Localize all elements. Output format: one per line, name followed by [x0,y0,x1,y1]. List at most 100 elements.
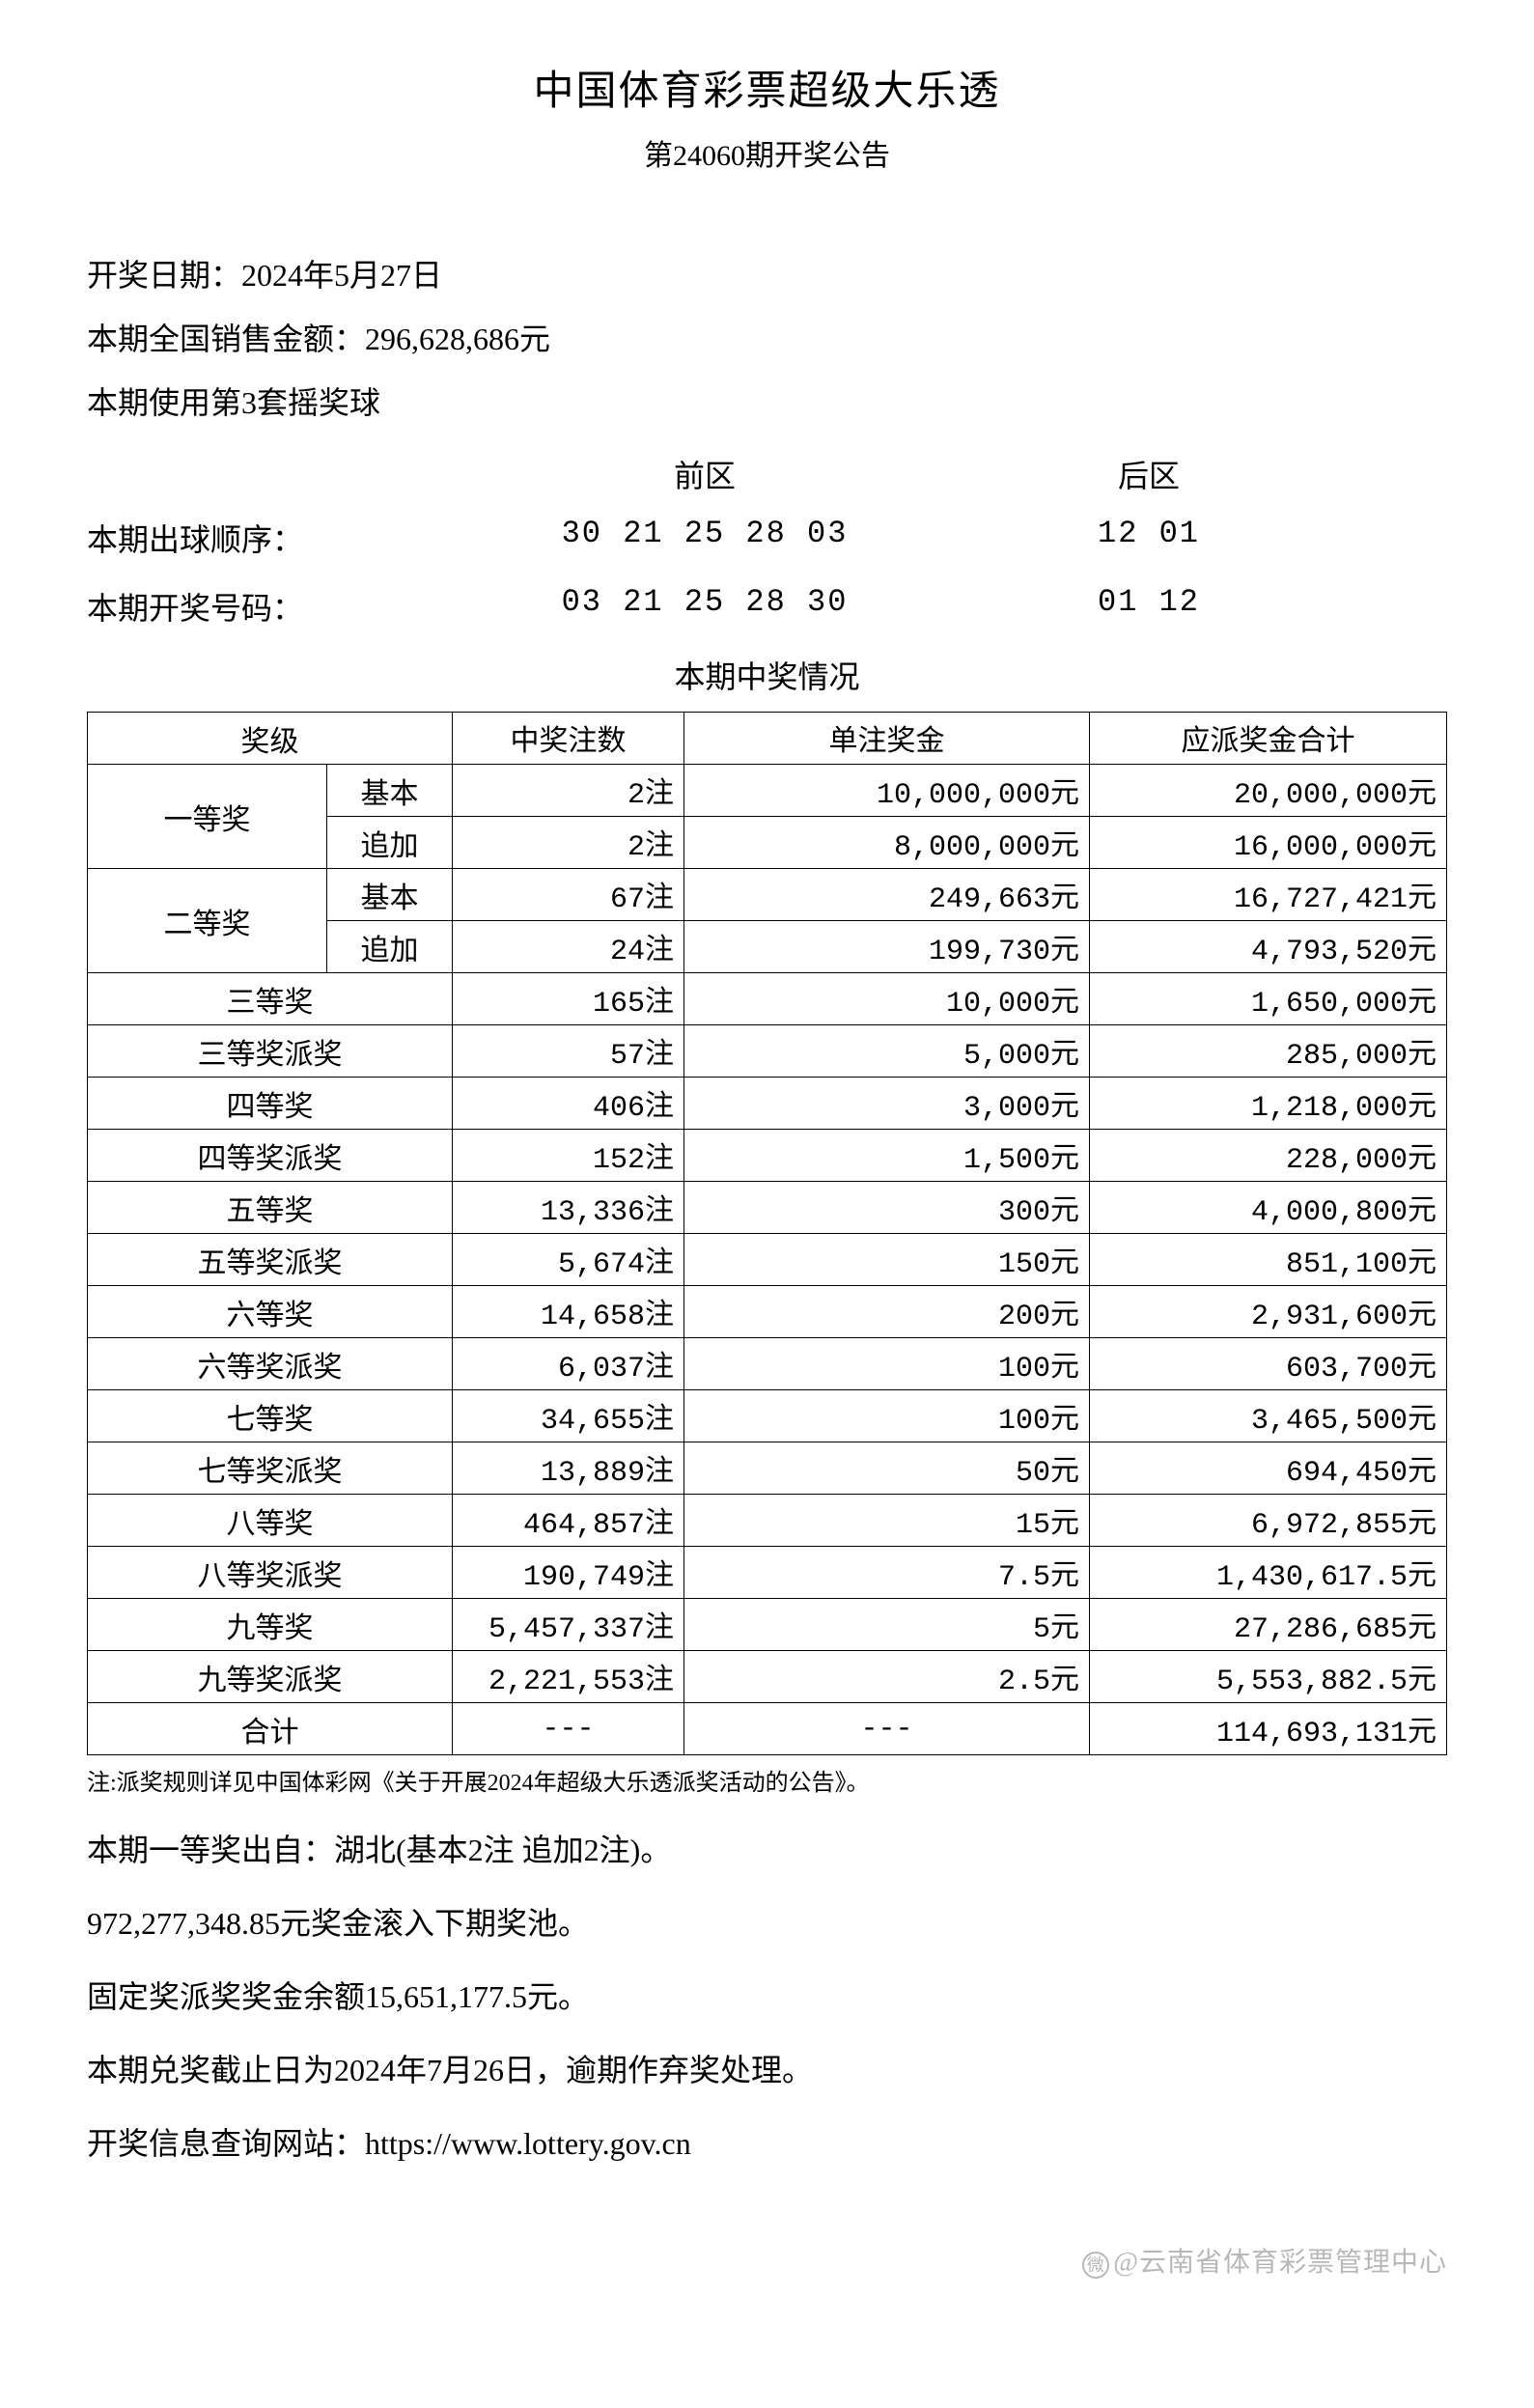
header-amount: 单注奖金 [684,713,1090,765]
total-count: --- [453,1703,684,1755]
prize-total: 3,465,500元 [1090,1390,1447,1442]
table-row: 四等奖派奖152注1,500元228,000元 [88,1130,1447,1182]
winning-front: 03 21 25 28 30 [434,584,975,629]
second-basic-label: 基本 [327,869,453,921]
prize-amount: 150元 [684,1234,1090,1286]
footnote: 注:派奖规则详见中国体彩网《关于开展2024年超级大乐透派奖活动的公告》。 [87,1763,1447,1797]
prize-amount: 2.5元 [684,1651,1090,1703]
document-subtitle: 第24060期开奖公告 [87,131,1447,174]
prize-total: 4,000,800元 [1090,1182,1447,1234]
prize-total: 1,650,000元 [1090,973,1447,1025]
prize-count: 5,457,337注 [453,1599,684,1651]
front-zone-label: 前区 [434,452,975,496]
prize-level-label: 四等奖派奖 [88,1130,453,1182]
prize-count: 406注 [453,1078,684,1130]
table-header-row: 奖级 中奖注数 单注奖金 应派奖金合计 [88,713,1447,765]
prize-total: 1,218,000元 [1090,1078,1447,1130]
table-row: 四等奖406注3,000元1,218,000元 [88,1078,1447,1130]
ball-set: 本期使用第3套摇奖球 [87,378,1447,423]
prize-count: 2,221,553注 [453,1651,684,1703]
table-row: 三等奖派奖57注5,000元285,000元 [88,1025,1447,1078]
winning-back: 01 12 [975,584,1323,629]
post-info: 本期一等奖出自：湖北(基本2注 追加2注)。 972,277,348.85元奖金… [87,1826,1447,2164]
prize-total: 851,100元 [1090,1234,1447,1286]
table-total-row: 合计 --- --- 114,693,131元 [88,1703,1447,1755]
second-basic-count: 67注 [453,869,684,921]
prize-total: 603,700元 [1090,1338,1447,1390]
prize-level-label: 五等奖 [88,1182,453,1234]
prize-level-label: 五等奖派奖 [88,1234,453,1286]
draw-order-front: 30 21 25 28 03 [434,516,975,560]
prize-count: 13,336注 [453,1182,684,1234]
prize-amount: 100元 [684,1390,1090,1442]
post-p2: 972,277,348.85元奖金滚入下期奖池。 [87,1899,1447,1944]
table-row: 九等奖5,457,337注5元27,286,685元 [88,1599,1447,1651]
weibo-icon: 微 [1082,2252,1109,2279]
prize-total: 27,286,685元 [1090,1599,1447,1651]
table-row: 九等奖派奖2,221,553注2.5元5,553,882.5元 [88,1651,1447,1703]
prize-level-label: 七等奖派奖 [88,1442,453,1495]
prize-level-label: 六等奖 [88,1286,453,1338]
first-extra-total: 16,000,000元 [1090,817,1447,869]
second-extra-count: 24注 [453,921,684,973]
first-prize-label: 一等奖 [88,765,327,869]
table-row: 六等奖14,658注200元2,931,600元 [88,1286,1447,1338]
prize-amount: 1,500元 [684,1130,1090,1182]
prize-amount: 15元 [684,1495,1090,1547]
header-level: 奖级 [88,713,453,765]
second-extra-total: 4,793,520元 [1090,921,1447,973]
prize-count: 14,658注 [453,1286,684,1338]
draw-order-label: 本期出球顺序： [87,516,434,560]
table-row: 七等奖派奖13,889注50元694,450元 [88,1442,1447,1495]
post-p5: 开奖信息查询网站：https://www.lottery.gov.cn [87,2119,1447,2164]
numbers-section: 前区 后区 本期出球顺序： 30 21 25 28 03 12 01 本期开奖号… [87,452,1447,629]
second-extra-label: 追加 [327,921,453,973]
prize-count: 6,037注 [453,1338,684,1390]
second-prize-label: 二等奖 [88,869,327,973]
table-row: 八等奖派奖190,749注7.5元1,430,617.5元 [88,1547,1447,1599]
prize-table: 奖级 中奖注数 单注奖金 应派奖金合计 一等奖 基本 2注 10,000,000… [87,712,1447,1755]
first-basic-label: 基本 [327,765,453,817]
prize-total: 6,972,855元 [1090,1495,1447,1547]
prize-amount: 3,000元 [684,1078,1090,1130]
prize-amount: 200元 [684,1286,1090,1338]
prize-total: 5,553,882.5元 [1090,1651,1447,1703]
prize-total: 2,931,600元 [1090,1286,1447,1338]
prize-heading: 本期中奖情况 [87,653,1447,697]
prize-total: 694,450元 [1090,1442,1447,1495]
back-zone-label: 后区 [975,452,1323,496]
prize-total: 228,000元 [1090,1130,1447,1182]
prize-amount: 100元 [684,1338,1090,1390]
post-p1: 本期一等奖出自：湖北(基本2注 追加2注)。 [87,1826,1447,1870]
prize-level-label: 九等奖派奖 [88,1651,453,1703]
prize-count: 190,749注 [453,1547,684,1599]
prize-total: 1,430,617.5元 [1090,1547,1447,1599]
prize-amount: 5,000元 [684,1025,1090,1078]
prize-level-label: 三等奖派奖 [88,1025,453,1078]
prize-amount: 10,000元 [684,973,1090,1025]
national-sales: 本期全国销售金额：296,628,686元 [87,315,1447,359]
first-basic-total: 20,000,000元 [1090,765,1447,817]
watermark-text: @云南省体育彩票管理中心 [1113,2248,1447,2278]
prize-count: 165注 [453,973,684,1025]
total-label: 合计 [88,1703,453,1755]
prize-count: 152注 [453,1130,684,1182]
prize-level-label: 八等奖 [88,1495,453,1547]
total-amount: --- [684,1703,1090,1755]
table-row: 五等奖13,336注300元4,000,800元 [88,1182,1447,1234]
header-count: 中奖注数 [453,713,684,765]
table-row: 六等奖派奖6,037注100元603,700元 [88,1338,1447,1390]
watermark: 微@云南省体育彩票管理中心 [1082,2241,1447,2280]
prize-amount: 7.5元 [684,1547,1090,1599]
second-basic-amount: 249,663元 [684,869,1090,921]
header-total: 应派奖金合计 [1090,713,1447,765]
post-p4: 本期兑奖截止日为2024年7月26日，逾期作弃奖处理。 [87,2046,1447,2090]
table-row: 三等奖165注10,000元1,650,000元 [88,973,1447,1025]
prize-count: 34,655注 [453,1390,684,1442]
first-extra-amount: 8,000,000元 [684,817,1090,869]
prize-level-label: 八等奖派奖 [88,1547,453,1599]
post-p3: 固定奖派奖奖金余额15,651,177.5元。 [87,1973,1447,2017]
prize-total: 285,000元 [1090,1025,1447,1078]
document-title: 中国体育彩票超级大乐透 [87,58,1447,117]
prize-count: 57注 [453,1025,684,1078]
